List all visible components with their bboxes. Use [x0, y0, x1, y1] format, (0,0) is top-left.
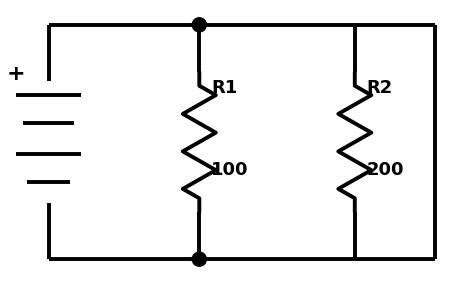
Text: 100: 100: [211, 161, 248, 179]
Circle shape: [192, 18, 206, 32]
Circle shape: [192, 252, 206, 266]
Text: +: +: [6, 64, 25, 84]
Text: 200: 200: [366, 161, 404, 179]
Text: R2: R2: [366, 79, 393, 97]
Text: R1: R1: [211, 79, 237, 97]
